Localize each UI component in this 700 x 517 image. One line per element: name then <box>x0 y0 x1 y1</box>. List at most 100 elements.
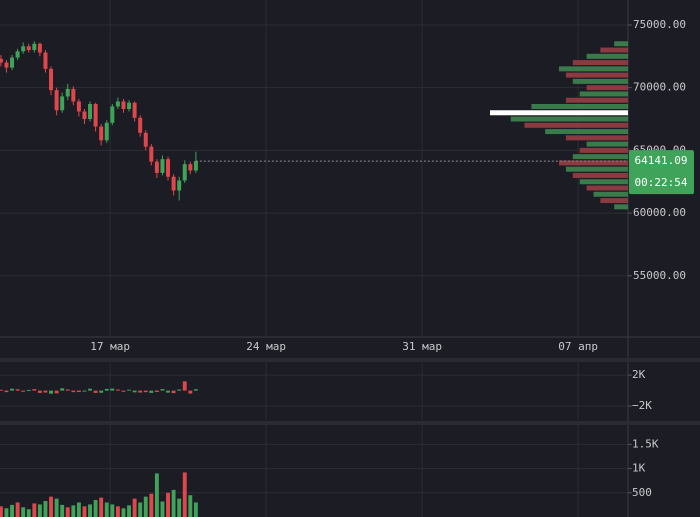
candle-body <box>177 180 182 191</box>
bar <box>10 388 14 391</box>
profile-bar <box>531 103 628 109</box>
y-tick-label: 1K <box>632 462 646 475</box>
bar <box>54 390 59 394</box>
profile-bar <box>614 41 628 47</box>
bar <box>71 505 76 517</box>
profile-bar <box>579 179 628 185</box>
bar <box>65 507 70 517</box>
profile-bar <box>579 147 628 153</box>
profile-bar <box>572 172 628 178</box>
bar <box>171 489 176 517</box>
candle-body <box>49 68 54 91</box>
bar <box>26 389 31 391</box>
candle-body <box>154 161 159 173</box>
candle-body <box>4 62 9 68</box>
bar <box>188 495 193 517</box>
bar <box>0 506 3 517</box>
bar <box>82 506 87 517</box>
bar <box>149 390 154 393</box>
profile-bar <box>586 85 628 91</box>
y-tick-label: 70000.00 <box>633 81 686 94</box>
bar <box>138 390 143 393</box>
profile-bar <box>572 60 628 66</box>
profile-bar <box>510 116 628 122</box>
x-tick-label: 17 мар <box>90 340 130 353</box>
bar <box>99 497 104 517</box>
y-tick-label: 60000.00 <box>633 206 686 219</box>
bar <box>37 390 42 393</box>
bar <box>171 390 176 394</box>
bar <box>21 390 26 392</box>
candle-body <box>65 88 70 97</box>
candle-body <box>32 43 37 51</box>
profile-bar <box>586 53 628 59</box>
bar <box>4 508 9 517</box>
profile-bar <box>593 191 628 197</box>
bar <box>154 390 159 393</box>
bar <box>193 389 198 391</box>
y-tick-label: 55000.00 <box>633 269 686 282</box>
bar <box>60 504 65 517</box>
candle-body <box>171 176 176 191</box>
profile-bar <box>565 72 628 78</box>
bar <box>15 389 20 391</box>
candle-body <box>60 96 65 111</box>
bar <box>93 390 98 393</box>
bar <box>166 390 170 393</box>
bar <box>43 501 48 517</box>
bar <box>160 389 165 391</box>
candle-body <box>115 101 120 107</box>
profile-bar <box>572 154 628 160</box>
bar <box>4 390 9 393</box>
bar <box>76 502 81 517</box>
candle-body <box>104 122 109 141</box>
candle-body <box>121 101 126 109</box>
candle-body <box>71 88 76 102</box>
bar <box>143 390 148 393</box>
bar <box>76 390 81 393</box>
bar <box>115 389 120 391</box>
bar <box>49 496 53 517</box>
bar <box>49 390 53 394</box>
bar <box>60 388 65 391</box>
bar <box>121 508 126 517</box>
bar <box>88 504 92 517</box>
bar <box>99 390 104 393</box>
y-tick-label: 2K <box>632 368 646 381</box>
bar <box>182 381 187 391</box>
bar <box>166 492 170 517</box>
candle-body <box>43 52 48 69</box>
x-tick-label: 31 мар <box>402 340 442 353</box>
profile-bar <box>600 198 628 204</box>
bar <box>10 504 14 517</box>
candle-body <box>149 146 154 162</box>
y-tick-label: 75000.00 <box>633 18 686 31</box>
profile-bar <box>579 91 628 97</box>
bar <box>88 388 92 391</box>
candle-body <box>132 102 137 118</box>
profile-bar <box>614 204 628 210</box>
bar <box>188 390 193 394</box>
x-tick-label: 24 мар <box>246 340 286 353</box>
bar <box>132 498 137 517</box>
candle-body <box>0 58 3 63</box>
bar <box>177 498 182 517</box>
bar <box>65 389 70 391</box>
y-tick-label: 500 <box>632 486 652 499</box>
candle-body <box>26 46 31 51</box>
candle-body <box>93 103 98 127</box>
candle-body <box>143 132 148 147</box>
pane-separator <box>0 421 700 425</box>
bar <box>132 390 137 393</box>
bar <box>110 388 115 391</box>
bar <box>138 502 143 517</box>
profile-bar <box>600 47 628 53</box>
profile-bar <box>545 129 628 135</box>
candle-body <box>15 51 20 58</box>
candle-body <box>166 159 171 177</box>
candle-body <box>76 101 81 112</box>
candle-body <box>10 57 15 68</box>
bar <box>21 507 26 517</box>
